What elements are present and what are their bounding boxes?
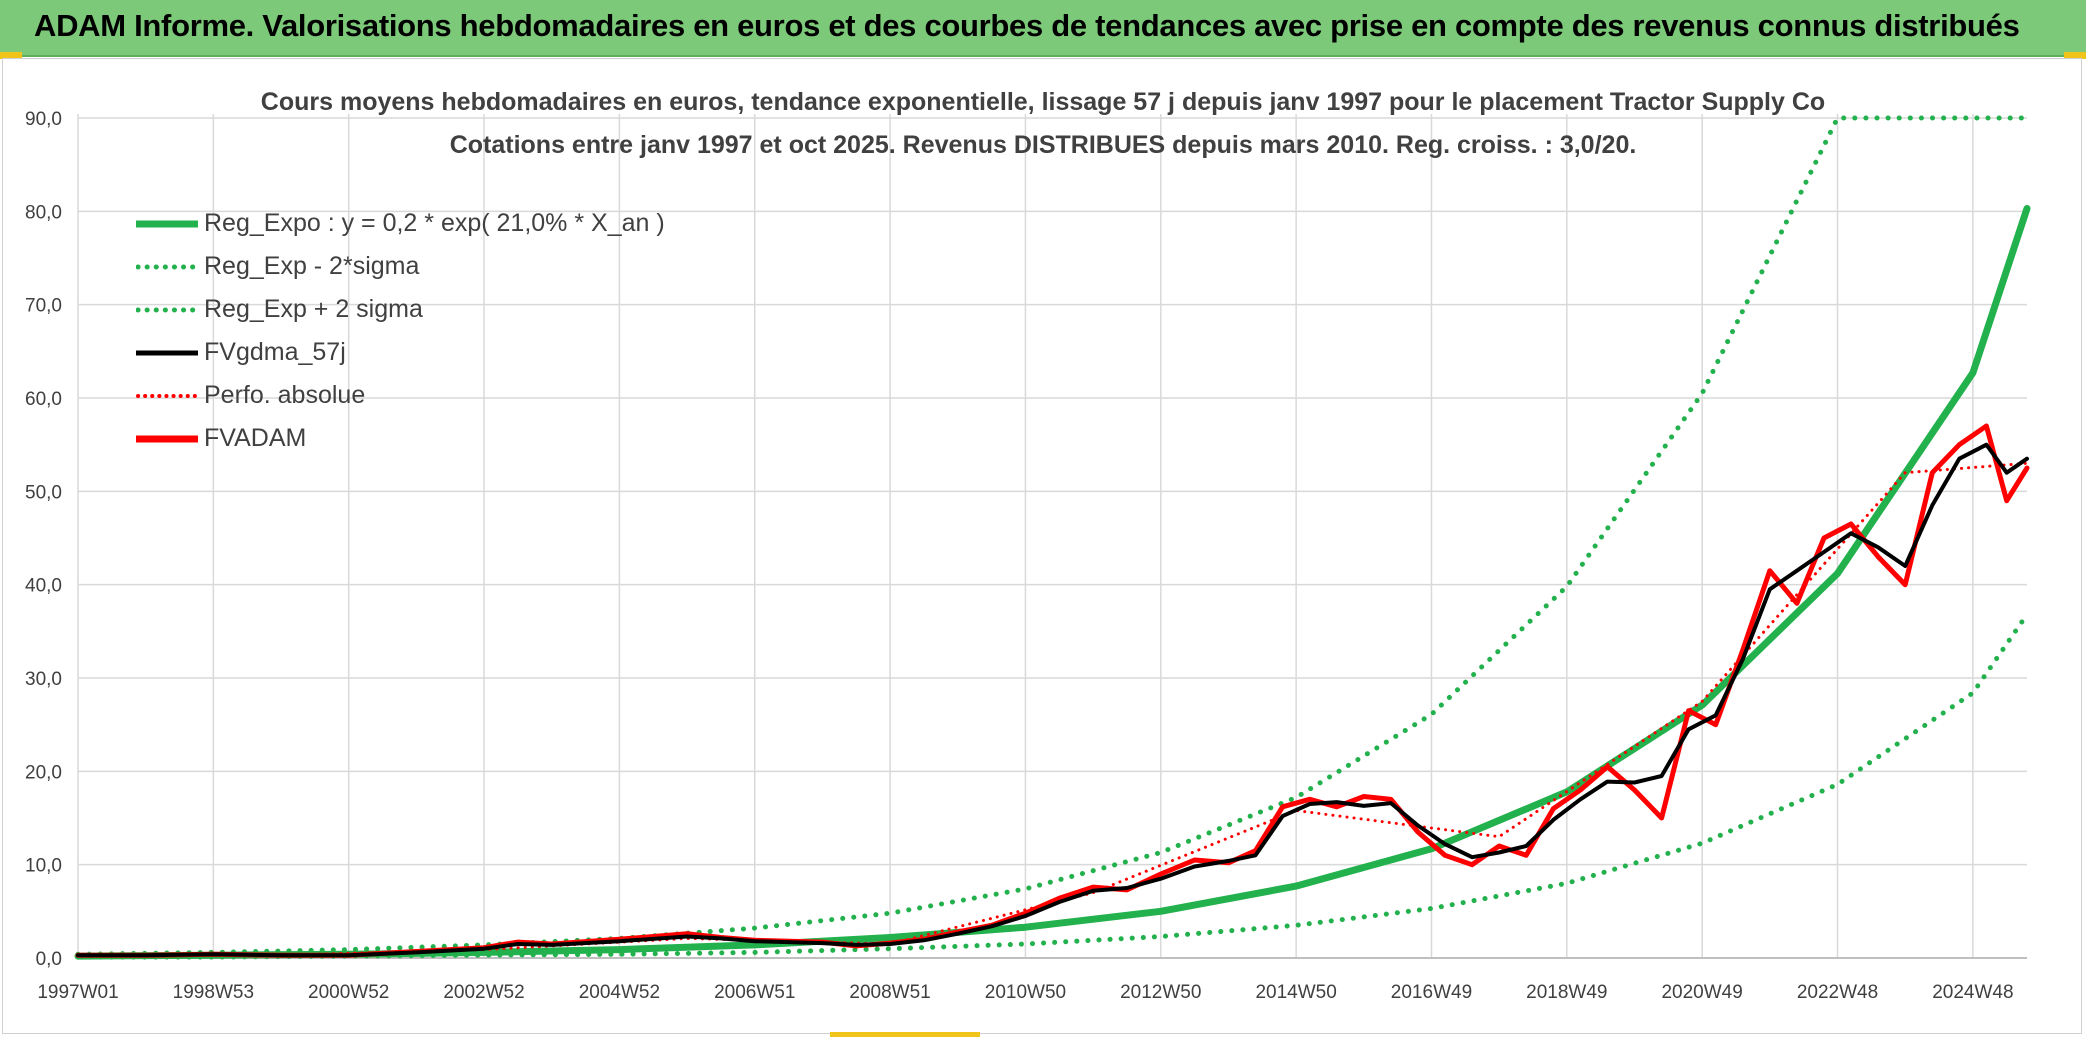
legend-swatch-reg-exp-minus [136,264,198,269]
bottom-accent [830,1032,980,1037]
x-tick-label: 2010W50 [985,982,1066,1003]
x-tick-label: 1998W53 [173,982,254,1003]
x-tick-label: 2004W52 [579,982,660,1003]
x-tick-label: 2002W52 [443,982,524,1003]
series-line-fvgdma-57j [76,442,2029,958]
y-tick-label: 80,0 [25,202,62,223]
legend-item-reg-expo: Reg_Expo : y = 0,2 * exp( 21,0% * X_an ) [136,202,665,245]
y-tick-label: 70,0 [25,296,62,317]
legend-swatch-fvadam [136,435,198,442]
y-tick-label: 0,0 [36,949,62,970]
x-tick-label: 2008W51 [849,982,930,1003]
y-tick-label: 90,0 [25,109,62,130]
legend-swatch-perfo [136,393,198,398]
x-tick-label: 2006W51 [714,982,795,1003]
y-tick-label: 60,0 [25,389,62,410]
legend-swatch-reg-expo [136,220,198,227]
x-tick-label: 2012W50 [1120,982,1201,1003]
chart-subtitle: Cotations entre janv 1997 et oct 2025. R… [449,131,1637,159]
x-tick-label: 2022W48 [1797,982,1878,1003]
x-tick-label: 2014W50 [1255,982,1336,1003]
legend-label: FVgdma_57j [204,338,346,366]
y-tick-label: 50,0 [25,482,62,503]
legend-item-perfo: Perfo. absolue [136,374,665,417]
chart-frame [2,58,2082,1034]
legend-label: Reg_Exp - 2*sigma [204,252,420,280]
legend-item-reg-exp-plus: Reg_Exp + 2 sigma [136,288,665,331]
banner-title: ADAM Informe. Valorisations hebdomadaire… [34,8,2020,43]
corner-accent-right [2064,52,2086,59]
y-tick-label: 20,0 [25,762,62,783]
x-tick-label: 2020W49 [1661,982,1742,1003]
series-line-fvadam [75,423,2030,958]
legend-swatch-fvgdma [136,350,198,355]
legend-item-fvadam: FVADAM [136,417,665,460]
legend-swatch-reg-exp-plus [136,307,198,312]
x-tick-label: 2024W48 [1932,982,2013,1003]
legend-label: Reg_Expo : y = 0,2 * exp( 21,0% * X_an ) [204,209,665,237]
legend-label: Perfo. absolue [204,381,366,409]
x-tick-label: 2000W52 [308,982,389,1003]
legend-item-fvgdma: FVgdma_57j [136,331,665,374]
x-tick-label: 2016W49 [1391,982,1472,1003]
legend-label: Reg_Exp + 2 sigma [204,295,423,323]
legend-label: FVADAM [204,424,307,452]
chart-legend: Reg_Expo : y = 0,2 * exp( 21,0% * X_an )… [136,202,665,460]
legend-item-reg-exp-minus: Reg_Exp - 2*sigma [136,245,665,288]
series-line-reg-exp-2-sigma [75,115,2030,957]
x-tick-label: 2018W49 [1526,982,1607,1003]
x-tick-label: 1997W01 [37,982,118,1003]
y-tick-label: 30,0 [25,669,62,690]
series-line-reg-exp-2-sigma [75,612,2030,960]
y-tick-label: 40,0 [25,576,62,597]
header-banner: ADAM Informe. Valorisations hebdomadaire… [0,0,2086,57]
chart-title: Cours moyens hebdomadaires en euros, ten… [260,88,1826,116]
y-tick-label: 10,0 [25,856,62,877]
corner-accent-left [0,52,22,59]
